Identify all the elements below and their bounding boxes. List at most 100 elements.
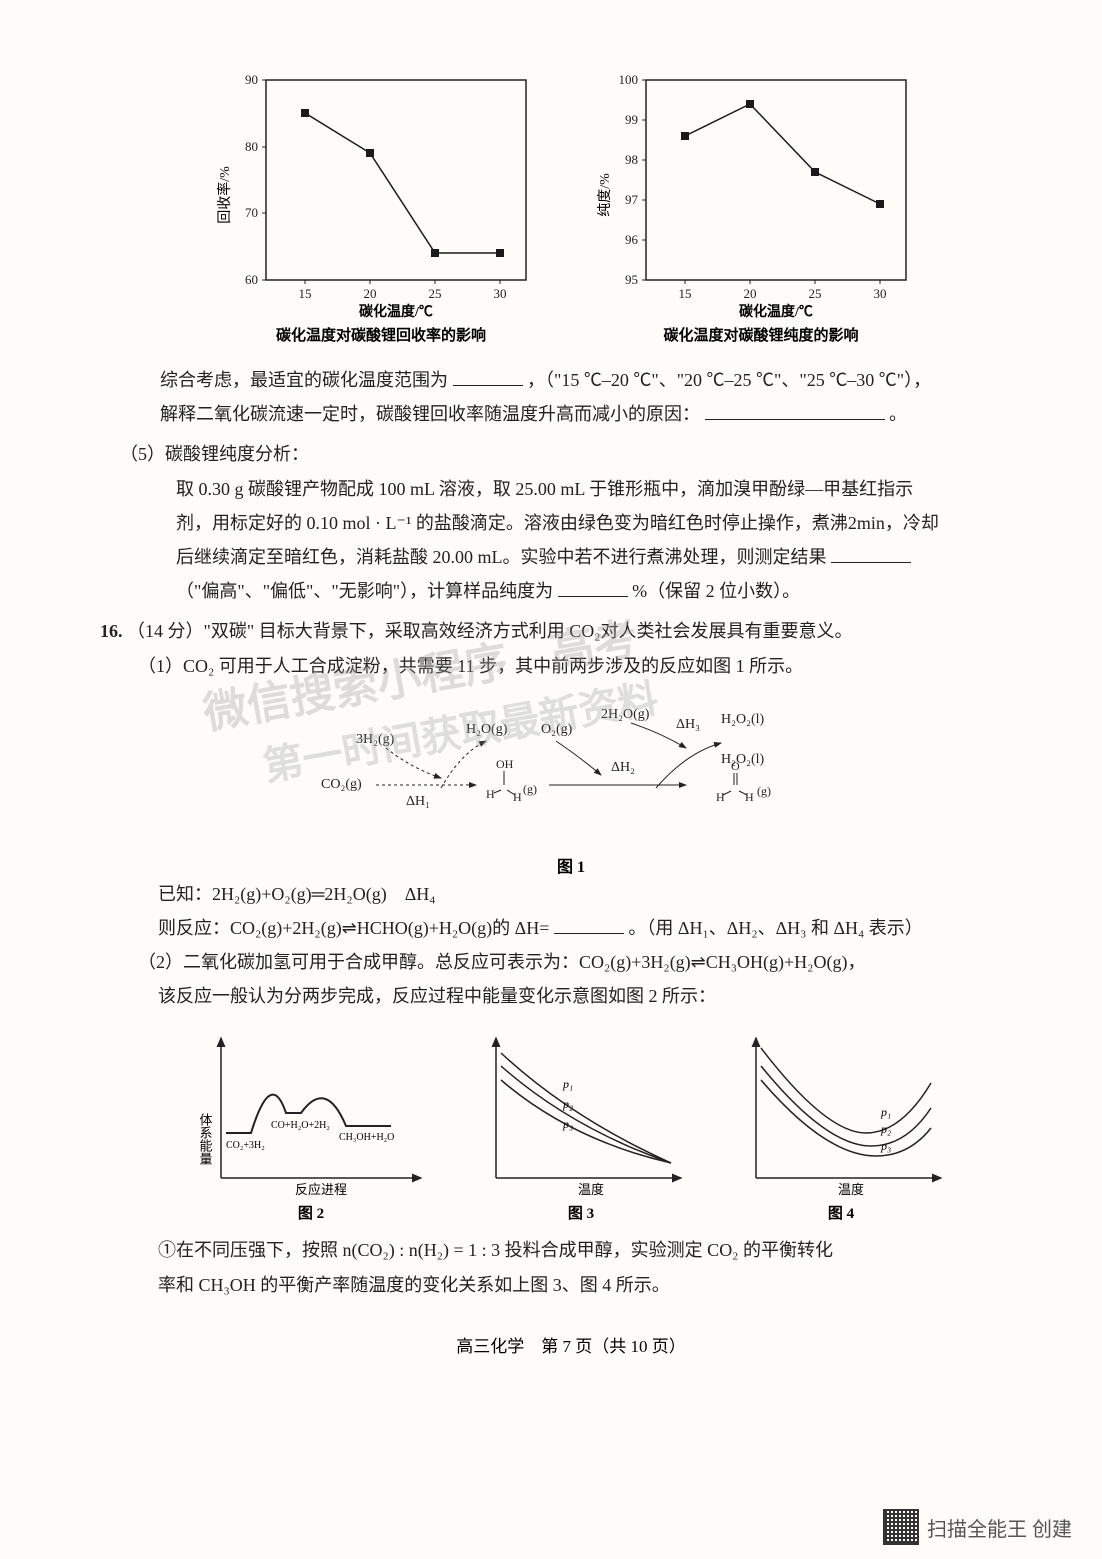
svg-text:H: H: [716, 790, 725, 804]
svg-text:30: 30: [874, 286, 887, 301]
q16-1: （1）CO₂ 可用于人工合成淀粉，共需要 11 步，其中前两步涉及的反应如图 1…: [138, 649, 1042, 683]
svg-text:80: 80: [245, 139, 258, 154]
svg-text:CO+H₂O+2H₂: CO+H₂O+2H₂: [271, 1120, 330, 1131]
svg-text:3H₂(g): 3H₂(g): [356, 732, 395, 747]
svg-text:15: 15: [299, 286, 312, 301]
known-eq: 已知：2H₂(g)+O₂(g)═2H₂O(g) ΔH₄: [158, 877, 1042, 911]
q5-title: （5）碳酸锂纯度分析：: [120, 437, 1042, 471]
q16-stem: （14 分）"双碳" 目标大背景下，采取高效经济方式利用 CO₂对人类社会发展具…: [127, 621, 852, 641]
chart2-xlabel: 碳化温度/℃: [739, 303, 813, 320]
reaction-diagram-fig1: CO₂(g) 3H₂(g) ΔH₁ H₂O(g) OH H H (g): [100, 693, 1042, 843]
fig1-label: 图 1: [100, 853, 1042, 877]
q5-line4a: （"偏高"、"偏低"、"无影响"），计算样品纯度为: [176, 581, 553, 601]
svg-text:25: 25: [809, 286, 822, 301]
chart-purity-svg: 95 96 97 98 99 100 15 20 25 30: [591, 70, 931, 320]
blank-reason: [705, 398, 885, 421]
chart-recovery: 60 70 80 90 15 20 25 30: [211, 70, 551, 345]
chart1-caption: 碳化温度对碳酸锂回收率的影响: [276, 324, 486, 345]
q5-line1: 取 0.30 g 碳酸锂产物配成 100 mL 溶液，取 25.00 mL 于锥…: [176, 472, 1042, 506]
svg-text:OH: OH: [496, 757, 514, 771]
svg-text:20: 20: [364, 286, 377, 301]
fig2-label: 图 2: [298, 1202, 324, 1223]
svg-text:CO₂+3H₂: CO₂+3H₂: [226, 1140, 265, 1151]
question-16: 16. （14 分）"双碳" 目标大背景下，采取高效经济方式利用 CO₂对人类社…: [100, 614, 1042, 682]
q16-2-sub1: ①在不同压强下，按照 n(CO₂) : n(H₂) = 1 : 3 投料合成甲醇…: [100, 1233, 1042, 1301]
q16-2-line2: 该反应一般认为分两步完成，反应过程中能量变化示意图如图 2 所示：: [138, 979, 1042, 1013]
svg-text:反应进程: 反应进程: [295, 1182, 347, 1197]
chart1-ylabel: 回收率/%: [216, 166, 233, 224]
svg-text:2H₂O(g): 2H₂O(g): [601, 707, 650, 722]
q5-line2: 剂，用标定好的 0.10 mol · L⁻¹ 的盐酸滴定。溶液由绿色变为暗红色时…: [176, 506, 1042, 540]
reaction-svg: CO₂(g) 3H₂(g) ΔH₁ H₂O(g) OH H H (g): [291, 693, 851, 843]
fig3-label: 图 3: [568, 1202, 594, 1223]
blank-temp-range: [453, 363, 523, 386]
svg-text:95: 95: [625, 272, 638, 287]
svg-text:ΔH₂: ΔH₂: [611, 760, 635, 775]
svg-text:CO₂(g): CO₂(g): [321, 777, 362, 792]
line1b: ，（"15 ℃–20 ℃"、"20 ℃–25 ℃"、"25 ℃–30 ℃"），: [527, 370, 931, 390]
svg-text:30: 30: [494, 286, 507, 301]
svg-text:H₂O(g): H₂O(g): [466, 722, 508, 737]
blank-dh: [554, 911, 624, 934]
svg-text:H: H: [486, 787, 495, 801]
svg-text:(g): (g): [757, 784, 771, 798]
svg-text:温度: 温度: [838, 1182, 864, 1197]
then-b: 。（用 ΔH₁、ΔH₂、ΔH₃ 和 ΔH₄ 表示）: [628, 918, 922, 938]
q16-known: 已知：2H₂(g)+O₂(g)═2H₂O(g) ΔH₄ 则反应：CO₂(g)+2…: [100, 877, 1042, 945]
svg-text:90: 90: [245, 72, 258, 87]
svg-text:p₃: p₃: [880, 1139, 891, 1153]
chart1-xlabel: 碳化温度/℃: [359, 303, 433, 320]
question-5: （5）碳酸锂纯度分析： 取 0.30 g 碳酸锂产物配成 100 mL 溶液，取…: [100, 437, 1042, 608]
q5-line3: 后继续滴定至暗红色，消耗盐酸 20.00 mL。实验中若不进行煮沸处理，则测定结…: [176, 547, 827, 567]
then-a: 则反应：CO₂(g)+2H₂(g)⇌HCHO(g)+H₂O(g)的 ΔH=: [158, 918, 549, 938]
svg-text:20: 20: [744, 286, 757, 301]
svg-text:温度: 温度: [578, 1182, 604, 1197]
qr-icon: [883, 1509, 919, 1545]
question-4-text: 综合考虑，最适宜的碳化温度范围为 ，（"15 ℃–20 ℃"、"20 ℃–25 …: [100, 363, 1042, 431]
svg-text:96: 96: [625, 232, 639, 247]
last-line1: ①在不同压强下，按照 n(CO₂) : n(H₂) = 1 : 3 投料合成甲醇…: [158, 1233, 1042, 1267]
svg-text:O₂(g): O₂(g): [541, 722, 573, 737]
svg-text:15: 15: [679, 286, 692, 301]
chart-purity: 95 96 97 98 99 100 15 20 25 30: [591, 70, 931, 345]
page-footer: 高三化学 第 7 页（共 10 页）: [100, 1332, 1042, 1357]
chart2-ylabel: 纯度/%: [597, 173, 613, 217]
svg-text:p₂: p₂: [880, 1122, 891, 1136]
chart-recovery-svg: 60 70 80 90 15 20 25 30: [211, 70, 551, 320]
fig2-svg: 体系能量 反应进程 CO₂+3H₂ CO+H₂O+2H₂ CH₃OH+H₂O: [191, 1028, 431, 1198]
svg-text:100: 100: [619, 72, 639, 87]
fig2-box: 体系能量 反应进程 CO₂+3H₂ CO+H₂O+2H₂ CH₃OH+H₂O 图…: [191, 1028, 431, 1223]
svg-text:p₁: p₁: [562, 1077, 573, 1091]
svg-text:p₂: p₂: [562, 1097, 573, 1111]
line1a: 综合考虑，最适宜的碳化温度范围为: [160, 370, 448, 390]
q16-2-line1: （2）二氧化碳加氢可用于合成甲醇。总反应可表示为：CO₂(g)+3H₂(g)⇌C…: [138, 945, 1042, 979]
scan-text: 扫描全能王 创建: [927, 1513, 1072, 1542]
q16-2: （2）二氧化碳加氢可用于合成甲醇。总反应可表示为：CO₂(g)+3H₂(g)⇌C…: [100, 945, 1042, 1013]
scan-badge: 扫描全能王 创建: [883, 1509, 1072, 1545]
svg-text:O: O: [731, 759, 740, 773]
blank-result: [831, 540, 911, 563]
fig3-svg: p₁ p₂ p₃ 温度: [471, 1028, 691, 1198]
svg-text:98: 98: [625, 152, 638, 167]
svg-text:体系能量: 体系能量: [198, 1113, 213, 1165]
svg-text:p₁: p₁: [880, 1105, 891, 1119]
svg-text:ΔH₁: ΔH₁: [406, 794, 430, 809]
q16-num: 16.: [100, 621, 123, 641]
line2b: 。: [889, 404, 907, 424]
svg-text:CH₃OH+H₂O: CH₃OH+H₂O: [339, 1132, 394, 1143]
svg-text:ΔH₃: ΔH₃: [676, 717, 700, 732]
chart2-caption: 碳化温度对碳酸锂纯度的影响: [663, 324, 858, 345]
fig4-label: 图 4: [828, 1202, 854, 1223]
svg-text:99: 99: [625, 112, 638, 127]
svg-text:60: 60: [245, 272, 258, 287]
last-line2: 率和 CH₃OH 的平衡产率随温度的变化关系如上图 3、图 4 所示。: [158, 1268, 1042, 1302]
figures-row: 体系能量 反应进程 CO₂+3H₂ CO+H₂O+2H₂ CH₃OH+H₂O 图…: [100, 1028, 1042, 1223]
fig4-box: p₁ p₂ p₃ 温度 图 4: [731, 1028, 951, 1223]
exam-page: 微信搜索小程序 高考 第一时间获取最新资料 60 70 80 90 15: [0, 0, 1102, 1559]
svg-text:H₂O₂(l): H₂O₂(l): [721, 712, 765, 727]
line2a: 解释二氧化碳流速一定时，碳酸锂回收率随温度升高而减小的原因：: [160, 404, 700, 424]
svg-text:25: 25: [429, 286, 442, 301]
top-charts-row: 60 70 80 90 15 20 25 30: [100, 70, 1042, 345]
svg-text:97: 97: [625, 192, 639, 207]
svg-text:(g): (g): [523, 782, 537, 796]
